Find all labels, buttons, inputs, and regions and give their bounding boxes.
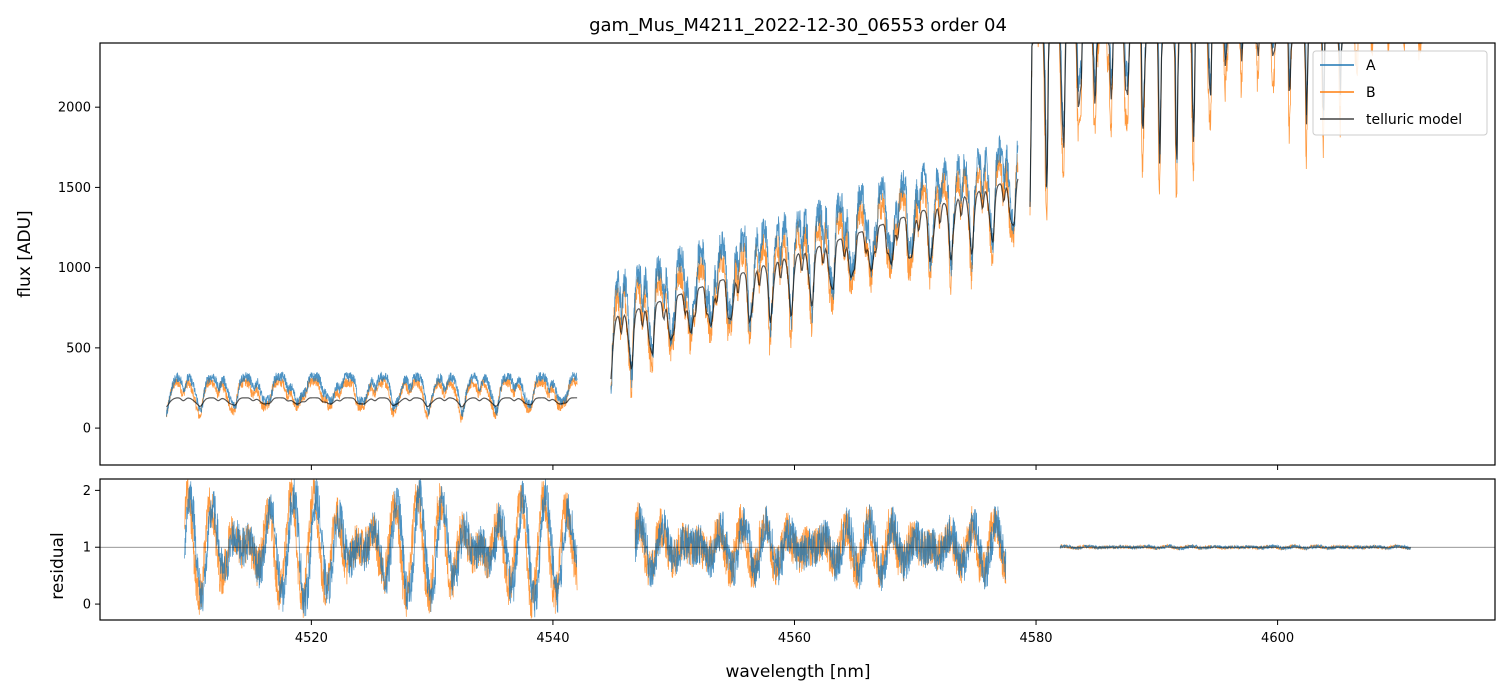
flux-series-b-segment-0	[166, 377, 578, 423]
residual-y-ticks: 0 1 2	[83, 484, 100, 613]
residual-x-tick-label: 4540	[536, 631, 569, 646]
residual-y-tick-label: 1	[83, 541, 91, 556]
telluric-model-segment-0	[165, 397, 578, 408]
residual-x-tick-label: 4600	[1261, 631, 1294, 646]
residual-x-tick-label: 4520	[295, 631, 328, 646]
residual-x-tick-label: 4580	[1019, 631, 1052, 646]
residual-y-axis-label: residual	[48, 532, 68, 599]
residual-y-tick-label: 2	[83, 484, 91, 499]
flux-y-tick-label: 2000	[58, 101, 91, 116]
telluric-model-segment-1	[610, 178, 1019, 380]
flux-x-ticks	[310, 465, 1279, 470]
flux-y-axis-label: flux [ADU]	[15, 210, 35, 297]
flux-y-tick-label: 1000	[58, 261, 91, 276]
residual-x-tick-label: 4560	[778, 631, 811, 646]
residual-series-a-segment-1	[634, 503, 1007, 592]
legend: A B telluric model	[1312, 50, 1488, 136]
legend-label-a: A	[1366, 58, 1376, 74]
flux-axes-frame	[99, 42, 1496, 466]
flux-y-tick-label: 1500	[58, 181, 91, 196]
legend-label-b: B	[1366, 85, 1376, 101]
flux-series-group	[165, 42, 1423, 423]
x-axis-label: wavelength [nm]	[725, 662, 870, 682]
residual-y-tick-label: 0	[83, 598, 91, 613]
flux-y-ticks: 0 500 1000 1500 2000	[58, 101, 100, 437]
chart-title: gam_Mus_M4211_2022-12-30_06553 order 04	[589, 15, 1007, 36]
residual-x-ticks: 4520 4540 4560 4580 4600	[295, 620, 1294, 646]
flux-series-a-segment-0	[166, 371, 578, 418]
flux-y-tick-label: 500	[66, 341, 91, 356]
legend-label-telluric: telluric model	[1366, 112, 1462, 128]
residual-series-group	[184, 478, 1411, 619]
legend-box	[1312, 50, 1488, 136]
residual-axes-frame	[99, 478, 1496, 621]
flux-y-tick-label: 0	[83, 422, 91, 437]
residual-series-a-segment-0	[184, 478, 578, 618]
